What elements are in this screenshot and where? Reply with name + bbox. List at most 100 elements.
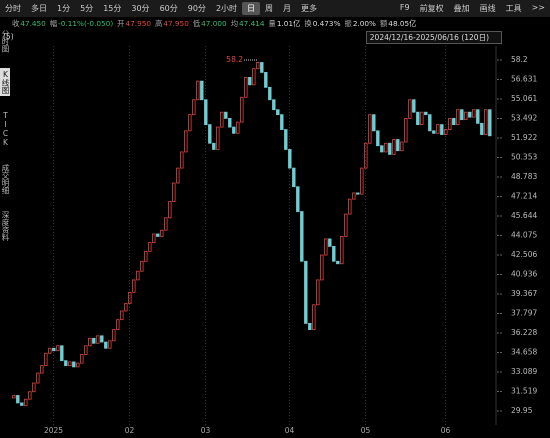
toolbar-button[interactable]: 多日 — [31, 4, 47, 13]
candle — [280, 114, 284, 130]
toolbar-button[interactable]: 60分 — [159, 4, 178, 13]
y-tick-label: 53.492 — [511, 113, 537, 122]
candle — [284, 129, 288, 150]
toolbar-button[interactable]: 日 — [242, 2, 261, 15]
candle — [348, 198, 352, 215]
y-tick-label: 45.644 — [511, 211, 537, 220]
quote-label: 低 — [192, 19, 201, 28]
toolbar-button[interactable]: 更多 — [301, 4, 318, 13]
candle — [328, 238, 332, 247]
candle — [76, 362, 80, 368]
candle — [296, 186, 300, 212]
candle — [220, 111, 224, 128]
candle — [480, 122, 484, 135]
candle — [204, 99, 208, 126]
candle — [408, 99, 412, 119]
quote-value: 48.05亿 — [388, 19, 417, 28]
candle — [20, 402, 24, 406]
toolbar-button[interactable]: 15分 — [103, 4, 122, 13]
quote-value: 47.000 — [201, 19, 227, 28]
side-tab[interactable]: K线图 — [0, 67, 10, 96]
candle — [364, 142, 368, 169]
candle — [404, 117, 408, 143]
candle — [232, 126, 236, 134]
quote-item: 收47.450 — [12, 19, 46, 29]
toolbar-button[interactable]: 1分 — [57, 4, 71, 13]
y-tick-label: 39.367 — [511, 289, 537, 298]
candle — [432, 130, 436, 134]
toolbar-button[interactable]: >> — [531, 3, 545, 12]
y-tick-label: 31.519 — [511, 387, 537, 396]
candle — [272, 99, 276, 111]
x-tick-label: 05 — [361, 426, 371, 435]
candle — [324, 238, 328, 256]
candle — [476, 109, 480, 124]
quote-item: 幅-0.11%(-0.050) — [50, 19, 113, 29]
candle — [56, 345, 60, 352]
toolbar-button[interactable]: 90分 — [187, 4, 206, 13]
quote-item: 振2.00% — [345, 19, 376, 29]
candle — [472, 109, 476, 118]
candle — [416, 111, 420, 126]
side-tab[interactable]: TICK — [1, 110, 10, 147]
toolbar-button[interactable]: 前复权 — [419, 4, 444, 13]
side-tab[interactable]: 分时图 — [1, 30, 10, 53]
candle — [256, 62, 260, 70]
toolbar-button[interactable]: 叠加 — [453, 4, 470, 13]
quote-item: 低47.000 — [193, 19, 227, 29]
candle — [120, 310, 124, 321]
candle — [68, 361, 72, 367]
toolbar-button[interactable]: 2小时 — [215, 4, 238, 13]
toolbar-button[interactable]: F9 — [399, 3, 410, 12]
toolbar-button[interactable]: 5分 — [80, 4, 94, 13]
candle — [488, 109, 492, 137]
candle — [464, 111, 468, 121]
candle — [444, 129, 448, 135]
candle — [264, 72, 268, 88]
y-tick-label: 42.506 — [511, 250, 537, 259]
side-tab[interactable]: 成交明细 — [1, 163, 10, 194]
candle — [392, 139, 396, 155]
candle — [316, 279, 320, 306]
candle — [116, 319, 120, 331]
toolbar-button[interactable]: 30分 — [131, 4, 150, 13]
candle — [276, 109, 280, 116]
candle — [360, 167, 364, 195]
candle — [340, 236, 344, 265]
candle — [400, 141, 404, 152]
quote-label: 收 — [12, 19, 20, 28]
candle — [124, 303, 128, 312]
candle — [152, 233, 156, 244]
candle — [112, 329, 116, 342]
toolbar-button[interactable]: 工具 — [505, 4, 522, 13]
candle — [456, 109, 460, 126]
candle — [48, 347, 52, 354]
candle — [208, 124, 212, 144]
indicator: (5) — [3, 32, 14, 41]
candle — [196, 80, 200, 101]
toolbar-button[interactable]: 周 — [265, 4, 274, 13]
date-range[interactable]: 2024/12/16-2025/06/16 (120日) — [365, 31, 502, 44]
candle — [12, 395, 16, 399]
candle — [192, 99, 196, 116]
toolbar-button[interactable]: 画线 — [479, 4, 496, 13]
candle — [352, 192, 356, 200]
candle — [452, 117, 456, 126]
candle — [320, 254, 324, 281]
toolbar-button[interactable]: 月 — [283, 4, 292, 13]
candle — [336, 260, 340, 265]
candle — [448, 117, 452, 130]
quote-value: 0.473% — [312, 19, 341, 28]
candle — [252, 68, 256, 86]
candle — [144, 250, 148, 262]
side-tab[interactable]: 深度资料 — [1, 210, 10, 241]
toolbar-button[interactable]: 分时 — [5, 4, 21, 13]
candle — [260, 62, 264, 73]
x-tick-label: 06 — [441, 426, 451, 435]
candle — [84, 345, 88, 355]
candle — [36, 372, 40, 384]
candle — [380, 145, 384, 153]
quote-item: 额48.05亿 — [380, 19, 416, 29]
quote-row: 收47.450 幅-0.11%(-0.050) 开47.950 高47.950 低47.… — [4, 18, 550, 30]
x-tick-label: 03 — [201, 426, 211, 435]
